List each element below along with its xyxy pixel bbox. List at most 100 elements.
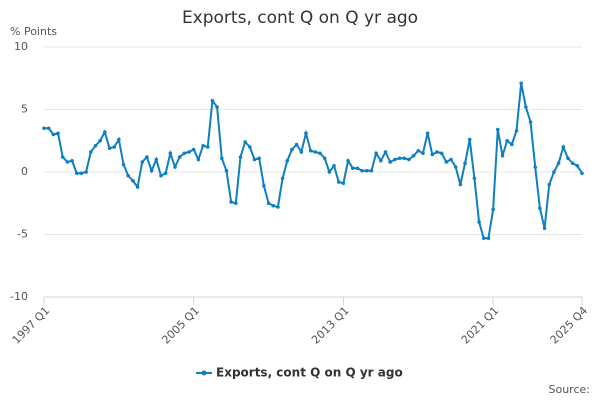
point xyxy=(60,155,65,159)
point xyxy=(350,166,355,171)
point xyxy=(103,130,107,134)
y-axis-label: % Points xyxy=(10,25,57,38)
point xyxy=(472,176,477,181)
point xyxy=(112,145,116,149)
point xyxy=(88,150,93,154)
point xyxy=(566,156,570,161)
point xyxy=(154,157,159,162)
point xyxy=(538,206,542,211)
point xyxy=(51,132,56,137)
point xyxy=(505,138,509,143)
y-tick-label: -5 xyxy=(17,228,28,241)
x-tick-label: 1997 Q1 xyxy=(10,304,53,347)
point xyxy=(435,150,439,154)
point xyxy=(458,182,463,187)
point xyxy=(121,162,126,167)
point xyxy=(290,147,294,152)
point xyxy=(42,126,46,131)
point xyxy=(262,183,266,188)
point xyxy=(397,156,402,161)
point xyxy=(173,165,177,169)
point xyxy=(575,163,580,168)
point xyxy=(388,160,392,164)
point xyxy=(98,138,102,143)
point xyxy=(439,151,444,156)
point xyxy=(168,151,173,156)
y-tick-label: -10 xyxy=(10,290,28,303)
point xyxy=(304,131,308,136)
legend-text: Exports, cont Q on Q yr ago xyxy=(216,366,403,380)
point xyxy=(430,152,435,157)
point xyxy=(229,200,233,204)
point xyxy=(463,161,467,166)
point xyxy=(374,151,378,156)
point xyxy=(449,157,453,162)
point xyxy=(425,131,430,136)
point xyxy=(561,145,566,149)
point xyxy=(257,156,262,161)
point xyxy=(276,205,280,209)
point xyxy=(421,151,425,156)
point xyxy=(196,157,201,162)
point xyxy=(360,168,364,173)
point xyxy=(135,185,140,189)
source: Source: xyxy=(549,383,591,396)
point xyxy=(327,170,332,174)
point xyxy=(477,220,481,224)
point xyxy=(219,156,224,161)
point xyxy=(332,163,336,168)
point xyxy=(365,168,369,173)
point xyxy=(383,150,388,154)
point xyxy=(187,150,191,154)
point xyxy=(580,171,584,176)
point xyxy=(552,170,556,174)
point xyxy=(205,145,210,149)
point xyxy=(234,201,238,206)
point xyxy=(346,158,350,163)
point xyxy=(117,137,121,142)
point xyxy=(495,127,500,132)
x-tick-label: 2013 Q1 xyxy=(309,304,352,347)
point xyxy=(65,160,70,164)
point xyxy=(510,142,514,147)
y-tick-label: 0 xyxy=(21,165,28,178)
x-tick-label: 2025 Q4 xyxy=(548,304,591,347)
point xyxy=(79,171,84,176)
point xyxy=(294,142,299,147)
point xyxy=(355,166,360,171)
point xyxy=(252,157,257,162)
point xyxy=(500,153,505,158)
point xyxy=(280,176,285,181)
chart-title: Exports, cont Q on Q yr ago xyxy=(182,8,418,28)
point xyxy=(145,155,149,159)
point xyxy=(224,168,229,173)
point xyxy=(210,98,215,103)
point xyxy=(542,226,547,231)
y-tick-label: 10 xyxy=(14,40,28,53)
x-tick-label: 2005 Q1 xyxy=(159,304,202,347)
point xyxy=(285,158,290,163)
point xyxy=(519,81,523,86)
point xyxy=(467,137,472,142)
point xyxy=(533,165,538,169)
point xyxy=(163,171,168,176)
point xyxy=(308,148,313,153)
point xyxy=(201,143,205,148)
point xyxy=(481,236,486,241)
y-tick-label: 5 xyxy=(21,103,28,116)
point xyxy=(126,173,131,178)
point xyxy=(266,201,271,206)
point xyxy=(84,170,88,174)
point xyxy=(159,173,163,178)
point xyxy=(556,161,561,166)
point xyxy=(393,157,397,162)
point xyxy=(341,181,346,186)
point xyxy=(182,151,187,156)
point xyxy=(411,153,416,158)
point xyxy=(402,156,407,161)
x-tick-label: 2021 Q1 xyxy=(459,304,502,347)
point xyxy=(149,168,154,173)
point xyxy=(379,158,383,163)
